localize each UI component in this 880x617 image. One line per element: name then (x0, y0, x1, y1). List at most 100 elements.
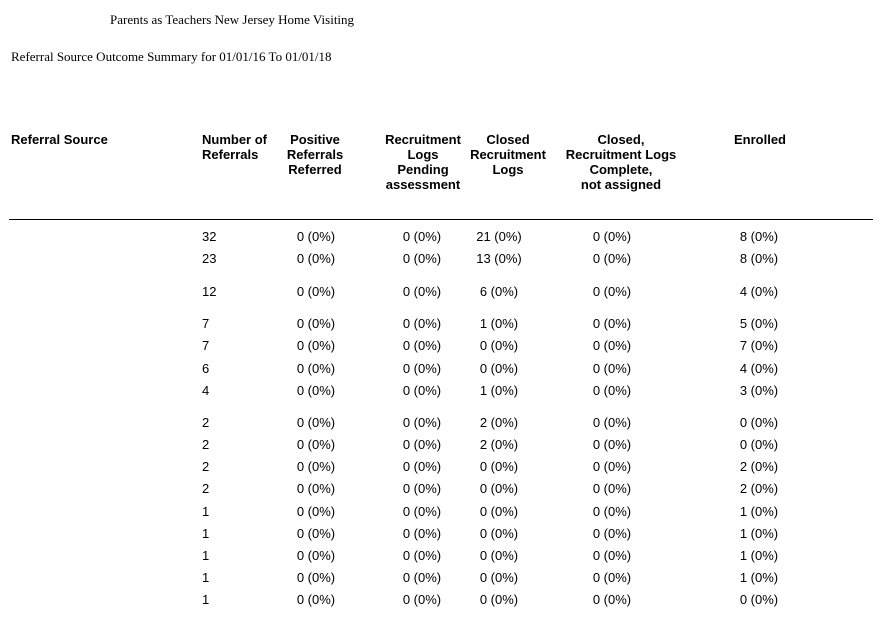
cell-rec: 0 (0%) (402, 361, 442, 376)
table-row: 2 0 (0%) 0 (0%) 2 (0%) 0 (0%) 0 (0%) (0, 415, 880, 433)
cell-cla: 0 (0%) (592, 383, 632, 398)
cell-enr: 8 (0%) (739, 229, 779, 244)
cell-clo: 0 (0%) (479, 361, 519, 376)
cell-rec: 0 (0%) (402, 415, 442, 430)
cell-pos: 0 (0%) (296, 361, 336, 376)
header-recruitment-pending: Recruitment Logs Pending assessment (385, 132, 461, 192)
cell-clo: 0 (0%) (479, 338, 519, 353)
cell-cla: 0 (0%) (592, 251, 632, 266)
table-row: 2 0 (0%) 0 (0%) 0 (0%) 0 (0%) 2 (0%) (0, 459, 880, 477)
table-row: 2 0 (0%) 0 (0%) 0 (0%) 0 (0%) 2 (0%) (0, 481, 880, 499)
cell-enr: 0 (0%) (739, 415, 779, 430)
cell-cla: 0 (0%) (592, 504, 632, 519)
cell-enr: 5 (0%) (739, 316, 779, 331)
cell-pos: 0 (0%) (296, 338, 336, 353)
cell-enr: 8 (0%) (739, 251, 779, 266)
header-positive-referrals: Positive Referrals Referred (286, 132, 344, 177)
cell-clo: 21 (0%) (476, 229, 522, 244)
cell-rec: 0 (0%) (402, 526, 442, 541)
cell-pos: 0 (0%) (296, 459, 336, 474)
cell-enr: 3 (0%) (739, 383, 779, 398)
cell-cla: 0 (0%) (592, 338, 632, 353)
table-row: 32 0 (0%) 0 (0%) 21 (0%) 0 (0%) 8 (0%) (0, 229, 880, 247)
cell-enr: 0 (0%) (739, 592, 779, 607)
cell-clo: 0 (0%) (479, 592, 519, 607)
cell-enr: 1 (0%) (739, 526, 779, 541)
cell-enr: 2 (0%) (739, 481, 779, 496)
cell-enr: 2 (0%) (739, 459, 779, 474)
cell-cla: 0 (0%) (592, 284, 632, 299)
cell-pos: 0 (0%) (296, 504, 336, 519)
cell-pos: 0 (0%) (296, 383, 336, 398)
cell-rec: 0 (0%) (402, 504, 442, 519)
cell-enr: 1 (0%) (739, 548, 779, 563)
header-enrolled: Enrolled (733, 132, 786, 147)
header-referral-source: Referral Source (11, 132, 108, 147)
cell-rec: 0 (0%) (402, 437, 442, 452)
cell-num: 12 (202, 284, 217, 299)
cell-num: 2 (202, 437, 210, 452)
cell-pos: 0 (0%) (296, 316, 336, 331)
cell-num: 2 (202, 415, 210, 430)
table-row: 1 0 (0%) 0 (0%) 0 (0%) 0 (0%) 1 (0%) (0, 548, 880, 566)
cell-clo: 13 (0%) (476, 251, 522, 266)
cell-rec: 0 (0%) (402, 481, 442, 496)
cell-num: 1 (202, 504, 210, 519)
cell-cla: 0 (0%) (592, 548, 632, 563)
header-divider (9, 219, 873, 220)
header-number-of-referrals: Number of Referrals (202, 132, 267, 162)
cell-pos: 0 (0%) (296, 284, 336, 299)
cell-rec: 0 (0%) (402, 570, 442, 585)
cell-enr: 4 (0%) (739, 361, 779, 376)
cell-clo: 0 (0%) (479, 526, 519, 541)
cell-cla: 0 (0%) (592, 437, 632, 452)
cell-num: 32 (202, 229, 217, 244)
cell-pos: 0 (0%) (296, 229, 336, 244)
cell-rec: 0 (0%) (402, 459, 442, 474)
cell-enr: 1 (0%) (739, 570, 779, 585)
cell-cla: 0 (0%) (592, 415, 632, 430)
cell-enr: 7 (0%) (739, 338, 779, 353)
cell-num: 2 (202, 459, 210, 474)
cell-rec: 0 (0%) (402, 229, 442, 244)
cell-cla: 0 (0%) (592, 229, 632, 244)
cell-pos: 0 (0%) (296, 251, 336, 266)
cell-rec: 0 (0%) (402, 383, 442, 398)
cell-num: 4 (202, 383, 210, 398)
cell-num: 7 (202, 338, 210, 353)
table-row: 1 0 (0%) 0 (0%) 0 (0%) 0 (0%) 1 (0%) (0, 570, 880, 588)
header-closed-complete: Closed, Recruitment Logs Complete, not a… (565, 132, 677, 192)
cell-num: 1 (202, 592, 210, 607)
cell-cla: 0 (0%) (592, 526, 632, 541)
cell-pos: 0 (0%) (296, 415, 336, 430)
cell-pos: 0 (0%) (296, 437, 336, 452)
cell-num: 1 (202, 570, 210, 585)
cell-clo: 2 (0%) (479, 415, 519, 430)
cell-cla: 0 (0%) (592, 570, 632, 585)
cell-cla: 0 (0%) (592, 481, 632, 496)
table-row: 1 0 (0%) 0 (0%) 0 (0%) 0 (0%) 1 (0%) (0, 526, 880, 544)
cell-clo: 0 (0%) (479, 548, 519, 563)
table-row: 2 0 (0%) 0 (0%) 2 (0%) 0 (0%) 0 (0%) (0, 437, 880, 455)
cell-rec: 0 (0%) (402, 251, 442, 266)
cell-num: 23 (202, 251, 217, 266)
cell-num: 1 (202, 526, 210, 541)
cell-pos: 0 (0%) (296, 570, 336, 585)
cell-cla: 0 (0%) (592, 459, 632, 474)
cell-clo: 0 (0%) (479, 570, 519, 585)
table-row: 23 0 (0%) 0 (0%) 13 (0%) 0 (0%) 8 (0%) (0, 251, 880, 269)
cell-num: 7 (202, 316, 210, 331)
table-row: 4 0 (0%) 0 (0%) 1 (0%) 0 (0%) 3 (0%) (0, 383, 880, 401)
cell-enr: 0 (0%) (739, 437, 779, 452)
cell-clo: 0 (0%) (479, 504, 519, 519)
table-row: 1 0 (0%) 0 (0%) 0 (0%) 0 (0%) 0 (0%) (0, 592, 880, 610)
cell-cla: 0 (0%) (592, 316, 632, 331)
cell-pos: 0 (0%) (296, 526, 336, 541)
table-row: 6 0 (0%) 0 (0%) 0 (0%) 0 (0%) 4 (0%) (0, 361, 880, 379)
cell-rec: 0 (0%) (402, 338, 442, 353)
cell-rec: 0 (0%) (402, 592, 442, 607)
cell-num: 6 (202, 361, 210, 376)
cell-cla: 0 (0%) (592, 361, 632, 376)
cell-pos: 0 (0%) (296, 548, 336, 563)
cell-pos: 0 (0%) (296, 481, 336, 496)
